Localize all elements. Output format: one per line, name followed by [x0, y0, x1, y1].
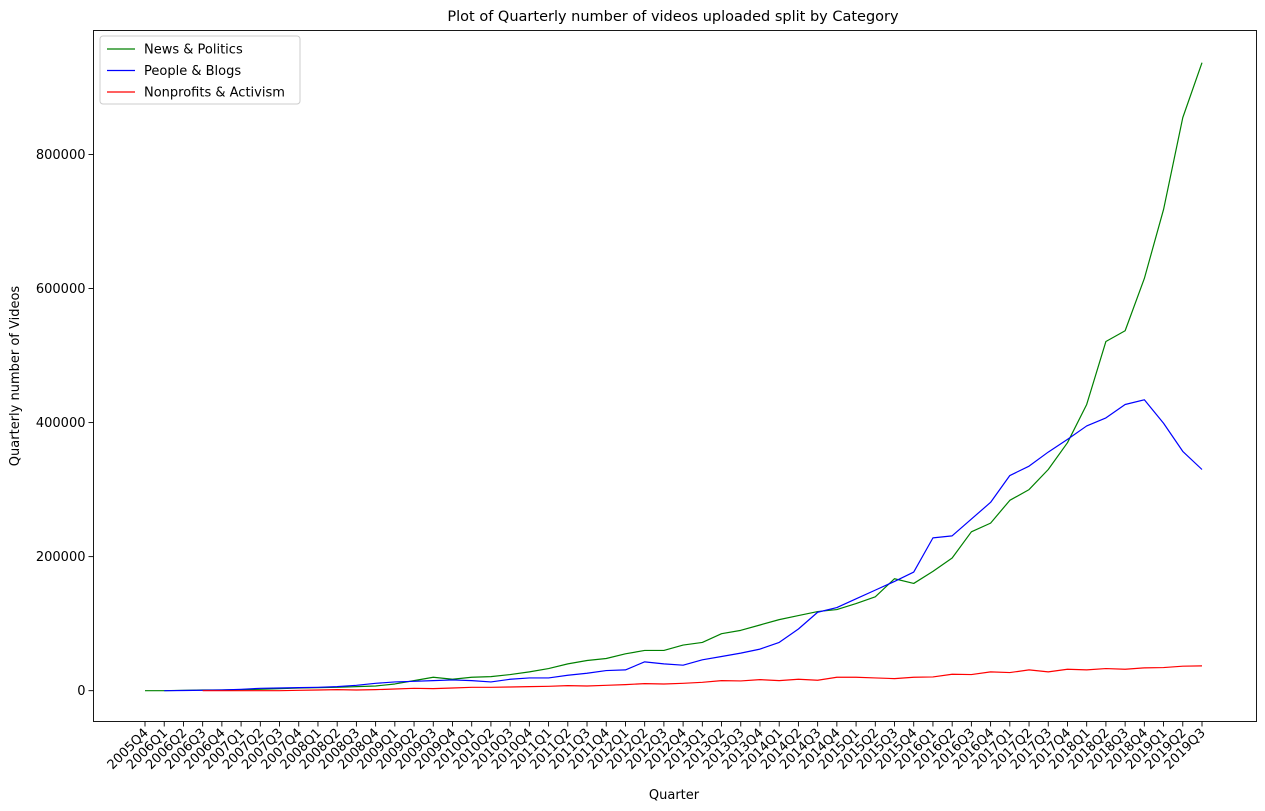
x-axis-ticks: 2005Q42006Q12006Q22006Q32006Q42007Q12007…: [105, 721, 1209, 773]
y-tick-label: 600000: [36, 282, 86, 297]
series-line-1: [164, 399, 1203, 692]
series-lines: [145, 62, 1203, 692]
y-axis-ticks: 0 200000 400000 600000 800000: [36, 148, 94, 699]
chart-title: Plot of Quarterly number of videos uploa…: [447, 9, 899, 25]
y-axis-label: Quarterly number of Videos: [8, 286, 23, 467]
y-tick-label: 200000: [36, 550, 86, 565]
y-tick-label: 0: [77, 684, 85, 699]
legend: News & Politics People & Blogs Nonprofits …: [99, 35, 301, 105]
plot-area: [93, 30, 1257, 722]
legend-box: [99, 35, 301, 105]
y-tick-label: 400000: [36, 416, 86, 431]
legend-label: People & Blogs: [144, 64, 241, 79]
x-axis-label: Quarter: [649, 788, 700, 803]
legend-label: Nonprofits & Activism: [144, 86, 285, 101]
series-line-2: [202, 665, 1203, 692]
series-line-0: [145, 62, 1203, 692]
legend-label: News & Politics: [144, 43, 243, 58]
y-tick-label: 800000: [36, 148, 86, 163]
